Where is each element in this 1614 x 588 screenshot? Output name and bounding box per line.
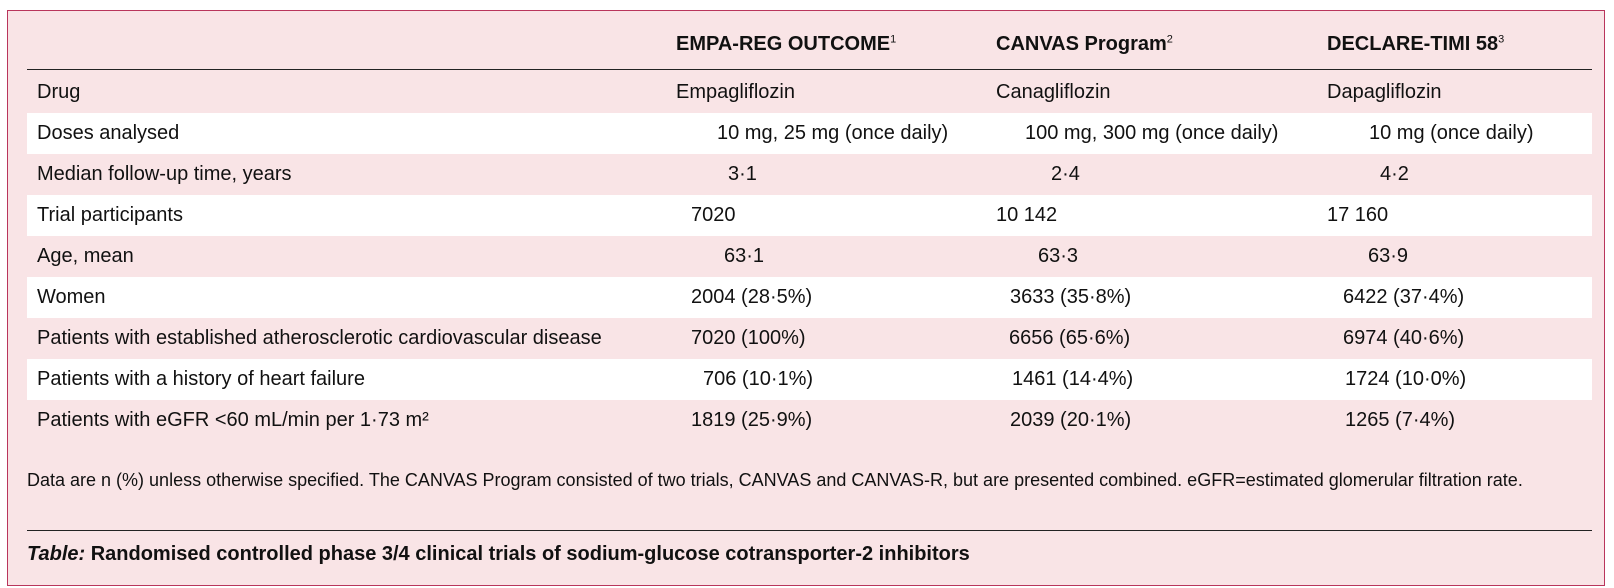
cell-value: 6974 (40·6%) xyxy=(1343,327,1465,349)
cell-value: 4·2 xyxy=(1380,163,1409,185)
row-label: Drug xyxy=(37,81,81,103)
cell-value: 6422 (37·4%) xyxy=(1343,286,1465,308)
cell-value: 3·1 xyxy=(728,163,757,185)
table-row: Patients with eGFR <60 mL/min per 1·73 m… xyxy=(27,400,1592,441)
cell-value: Empagliflozin xyxy=(676,81,795,103)
cell-value: 10 mg, 25 mg (once daily) xyxy=(717,122,949,144)
cell-value: 100 mg, 300 mg (once daily) xyxy=(1025,122,1279,144)
cell-value: 63·3 xyxy=(1038,245,1079,267)
cell-value: 1461 (14·4%) xyxy=(1012,368,1134,390)
cell-value: 17 160 xyxy=(1327,204,1389,226)
row-label: Trial participants xyxy=(37,204,183,226)
cell-value: 10 142 xyxy=(996,204,1058,226)
cell-value: 2·4 xyxy=(1051,163,1080,185)
cell-value: 7020 xyxy=(691,204,736,226)
cell-value: Dapagliflozin xyxy=(1327,81,1442,103)
cell-value: 63·9 xyxy=(1368,245,1409,267)
caption-text: Randomised controlled phase 3/4 clinical… xyxy=(85,543,970,565)
table-body: Drug Empagliflozin Canagliflozin Dapagli… xyxy=(27,72,1592,441)
cell-value: 1265 (7·4%) xyxy=(1345,409,1456,431)
cell-value: 3633 (35·8%) xyxy=(1010,286,1132,308)
table-row: Drug Empagliflozin Canagliflozin Dapagli… xyxy=(27,72,1592,113)
table-header-row: EMPA-REG OUTCOME1 CANVAS Program2 DECLAR… xyxy=(8,11,1604,69)
cell-value: 1819 (25·9%) xyxy=(691,409,813,431)
row-label: Patients with established atheroscleroti… xyxy=(37,327,602,349)
table-caption: Table: Randomised controlled phase 3/4 c… xyxy=(27,543,970,566)
table-row: Median follow-up time, years 3·1 2·4 4·2 xyxy=(27,154,1592,195)
cell-value: 2004 (28·5%) xyxy=(691,286,813,308)
row-label: Doses analysed xyxy=(37,122,180,144)
cell-value: 1724 (10·0%) xyxy=(1345,368,1467,390)
cell-value: 6656 (65·6%) xyxy=(1009,327,1131,349)
caption-prefix: Table: xyxy=(27,543,86,565)
row-label: Women xyxy=(37,286,106,308)
row-label: Patients with a history of heart failure xyxy=(37,368,365,390)
table-row: Doses analysed 10 mg, 25 mg (once daily)… xyxy=(27,113,1592,154)
row-label: Patients with eGFR <60 mL/min per 1·73 m… xyxy=(37,409,429,431)
row-label: Median follow-up time, years xyxy=(37,163,292,185)
table-panel: EMPA-REG OUTCOME1 CANVAS Program2 DECLAR… xyxy=(7,10,1605,586)
table-row: Age, mean 63·1 63·3 63·9 xyxy=(27,236,1592,277)
cell-value: 2039 (20·1%) xyxy=(1010,409,1132,431)
cell-value: 10 mg (once daily) xyxy=(1369,122,1534,144)
header-divider xyxy=(27,69,1592,70)
table-row: Patients with established atheroscleroti… xyxy=(27,318,1592,359)
column-header-canvas: CANVAS Program2 xyxy=(996,33,1173,55)
cell-value: Canagliflozin xyxy=(996,81,1111,103)
cell-value: 706 (10·1%) xyxy=(703,368,814,390)
table-footnote: Data are n (%) unless otherwise specifie… xyxy=(27,470,1523,490)
caption-divider xyxy=(27,530,1592,531)
column-header-empa-reg: EMPA-REG OUTCOME1 xyxy=(676,33,897,55)
cell-value: 63·1 xyxy=(724,245,765,267)
row-label: Age, mean xyxy=(37,245,134,267)
table-row: Women 2004 (28·5%) 3633 (35·8%) 6422 (37… xyxy=(27,277,1592,318)
column-header-declare: DECLARE-TIMI 583 xyxy=(1327,33,1505,55)
cell-value: 7020 (100%) xyxy=(691,327,806,349)
table-row: Patients with a history of heart failure… xyxy=(27,359,1592,400)
table-row: Trial participants 7020 10 142 17 160 xyxy=(27,195,1592,236)
